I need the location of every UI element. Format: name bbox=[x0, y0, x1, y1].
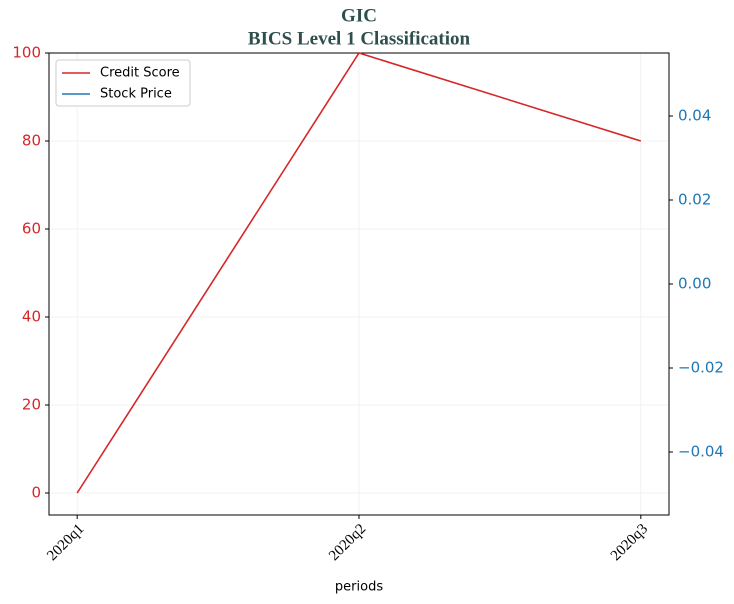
legend-label: Stock Price bbox=[100, 87, 172, 102]
y2-tick-label: −0.04 bbox=[678, 443, 724, 461]
x-tick-label: 2020q2 bbox=[326, 521, 369, 564]
chart-subtitle: BICS Level 1 Classification bbox=[248, 28, 471, 49]
chart-title: GIC bbox=[341, 5, 377, 26]
y-tick-label: 0 bbox=[31, 484, 41, 502]
x-axis-label: periods bbox=[335, 580, 383, 595]
y2-tick-label: 0.00 bbox=[678, 275, 711, 293]
y2-tick-label: 0.04 bbox=[678, 107, 711, 125]
y-tick-label: 80 bbox=[22, 132, 41, 150]
y2-tick-label: 0.02 bbox=[678, 191, 711, 209]
line-series bbox=[76, 52, 642, 494]
y-tick-label: 20 bbox=[22, 396, 41, 414]
x-tick-label: 2020q3 bbox=[608, 521, 651, 564]
y-tick-label: 40 bbox=[22, 308, 41, 326]
y-tick-label: 60 bbox=[22, 220, 41, 238]
legend: Credit Score Stock Price bbox=[55, 59, 191, 107]
y-tick-label: 100 bbox=[12, 44, 41, 62]
y2-tick-label: −0.02 bbox=[678, 359, 724, 377]
legend-label: Credit Score bbox=[100, 66, 180, 81]
x-tick-label: 2020q1 bbox=[44, 521, 87, 564]
